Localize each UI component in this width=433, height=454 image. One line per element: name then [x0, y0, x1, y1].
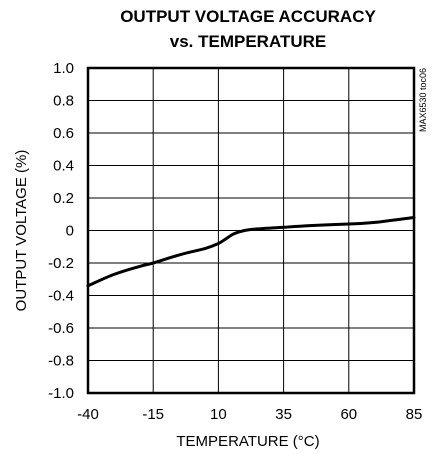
y-tick-labels: 1.0 0.8 0.6 0.4 0.2 0 -0.2 -0.4 -0.6 -0.8 -1.0 — [48, 60, 74, 402]
y-tick-label: 0.8 — [53, 93, 74, 110]
data-series — [86, 216, 416, 288]
y-tick-label: 1.0 — [53, 60, 74, 77]
y-tick-label: 0 — [66, 223, 74, 240]
x-tick-labels: -40 -15 10 35 60 85 — [77, 406, 422, 423]
y-axis-label: OUTPUT VOLTAGE (%) — [13, 150, 30, 312]
figure-code-label: MAX6530 toc06 — [418, 68, 428, 132]
y-tick-label: -0.4 — [48, 288, 74, 305]
x-tick-label: 60 — [340, 406, 357, 423]
y-tick-label: -0.8 — [48, 353, 74, 370]
chart-title-line-1: OUTPUT VOLTAGE ACCURACY — [120, 7, 376, 26]
x-axis-label: TEMPERATURE (°C) — [176, 433, 319, 450]
series-line-0 — [86, 216, 416, 288]
y-tick-label: 0.4 — [53, 158, 74, 175]
x-tick-label: 85 — [406, 406, 423, 423]
x-tick-label: -40 — [77, 406, 99, 423]
y-tick-label: -0.6 — [48, 320, 74, 337]
y-tick-label: -1.0 — [48, 385, 74, 402]
plot-frame — [86, 66, 416, 395]
y-tick-label: 0.2 — [53, 190, 74, 207]
chart-title-line-2: vs. TEMPERATURE — [170, 32, 327, 51]
y-tick-label: -0.2 — [48, 255, 74, 272]
x-tick-label: 10 — [210, 406, 227, 423]
x-tick-label: 35 — [275, 406, 292, 423]
y-tick-label: 0.6 — [53, 125, 74, 142]
x-tick-label: -15 — [142, 406, 164, 423]
